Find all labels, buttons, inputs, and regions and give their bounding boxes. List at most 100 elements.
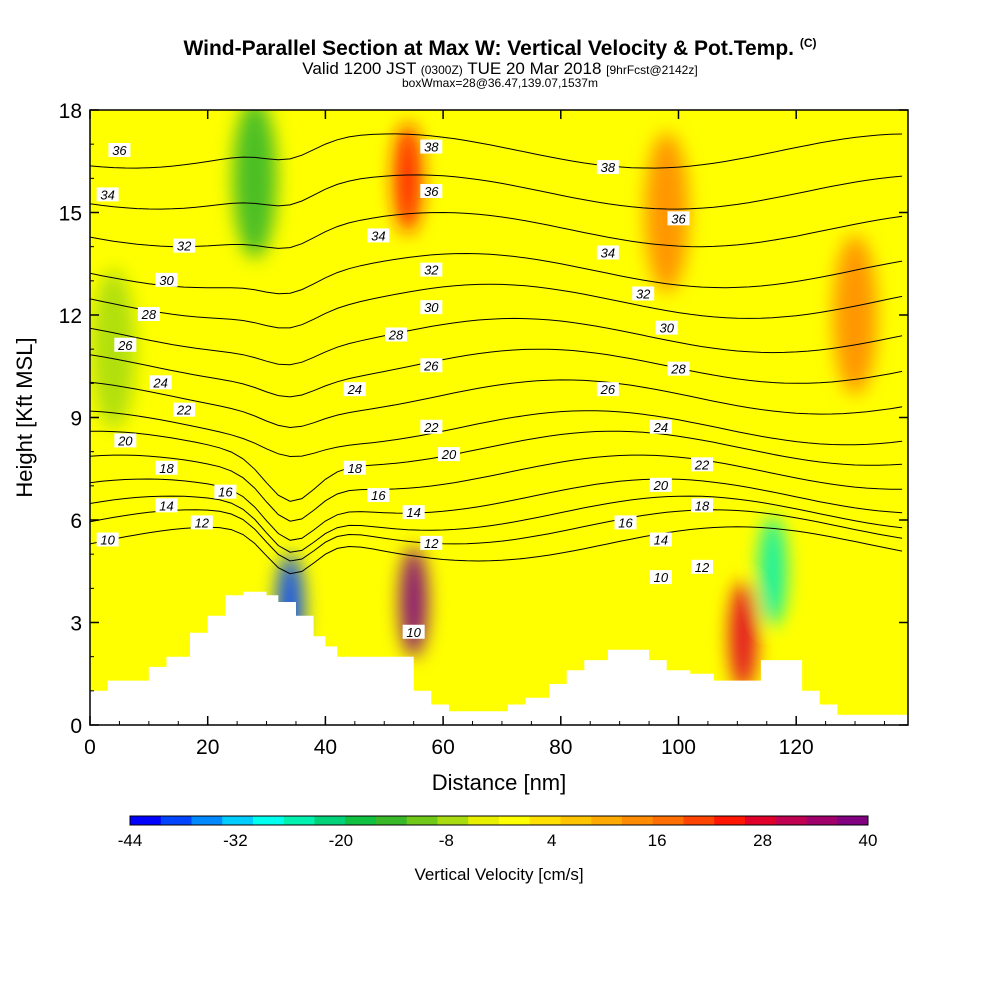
- contour-label-11: 14: [155, 498, 178, 513]
- contour-label-8: 20: [114, 433, 137, 448]
- svg-text:24: 24: [347, 382, 362, 397]
- theta-contour-30: [90, 283, 903, 329]
- theta-contour-24: [90, 379, 903, 429]
- svg-text:36: 36: [671, 211, 686, 226]
- x-tick-label-40: 40: [314, 736, 337, 759]
- svg-text:36: 36: [424, 184, 439, 199]
- colorbar-swatch-18: [683, 816, 715, 825]
- contour-label-16: 34: [367, 228, 390, 243]
- contour-label-33: 30: [655, 320, 678, 336]
- theta-contour-20: [90, 430, 903, 502]
- contour-label-43: 10: [649, 570, 672, 585]
- svg-text:38: 38: [601, 160, 616, 175]
- contour-label-34: 28: [667, 361, 690, 377]
- colorbar-title: Vertical Velocity [cm/s]: [414, 865, 583, 884]
- colorbar-swatch-13: [529, 816, 561, 825]
- x-tick-label-80: 80: [549, 736, 572, 759]
- contour-label-3: 30: [155, 272, 178, 288]
- svg-text:26: 26: [117, 338, 133, 353]
- colorbar-swatch-5: [283, 816, 315, 825]
- colorbar-swatch-4: [253, 816, 285, 825]
- valid-time-utc: (0300Z): [420, 63, 463, 77]
- svg-text:32: 32: [424, 263, 439, 278]
- velocity-feature-7: [644, 132, 689, 293]
- svg-text:10: 10: [406, 625, 421, 640]
- contour-label-13: 10: [96, 532, 119, 548]
- svg-text:16: 16: [218, 485, 233, 500]
- svg-text:18: 18: [159, 461, 174, 476]
- colorbar-tick-40: 40: [859, 831, 878, 850]
- chart-title-main: Wind-Parallel Section at Max W: Vertical…: [183, 37, 794, 60]
- svg-text:36: 36: [112, 143, 127, 158]
- svg-text:22: 22: [423, 420, 439, 435]
- theta-contour-26: [90, 348, 903, 398]
- chart-title: Wind-Parallel Section at Max W: Vertical…: [0, 36, 1000, 61]
- colorbar-tick--32: -32: [223, 831, 248, 850]
- velocity-feature-6: [393, 123, 422, 234]
- contour-label-39: 18: [691, 498, 714, 513]
- contour-label-35: 26: [596, 382, 619, 397]
- contour-label-4: 28: [137, 307, 160, 322]
- y-tick-label-18: 18: [59, 100, 82, 123]
- colorbar-swatch-8: [376, 816, 408, 825]
- y-tick-label-3: 3: [70, 613, 82, 636]
- contour-label-29: 38: [596, 160, 619, 175]
- contour-label-15: 36: [420, 184, 443, 199]
- valid-date: TUE 20 Mar 2018: [467, 59, 602, 78]
- y-axis-label: Height [Kft MSL]: [12, 337, 37, 497]
- colorbar-swatch-2: [191, 816, 223, 825]
- contour-label-38: 20: [649, 477, 672, 493]
- colorbar: -44 -32 -20 -8 4 16 28 40 Vertical Velocity [cm/…: [118, 815, 878, 884]
- velocity-feature-3: [758, 516, 787, 627]
- colorbar-swatch-21: [775, 816, 807, 825]
- contour-label-21: 24: [343, 382, 366, 397]
- svg-text:14: 14: [159, 498, 173, 513]
- contour-label-25: 16: [367, 488, 390, 503]
- contour-label-14: 38: [420, 139, 443, 155]
- contour-label-12: 12: [190, 515, 213, 530]
- svg-text:10: 10: [100, 533, 115, 548]
- terrain: [90, 591, 908, 725]
- chart-subtitle: Valid 1200 JST (0300Z) TUE 20 Mar 2018 […: [0, 59, 1000, 79]
- svg-text:26: 26: [423, 358, 439, 373]
- contour-label-10: 16: [214, 484, 237, 500]
- colorbar-swatch-22: [806, 816, 838, 825]
- theta-contour-34: [90, 211, 903, 249]
- theta-contour-22: [90, 410, 903, 458]
- theta-contour-38: [90, 133, 903, 169]
- y-tick-label-9: 9: [70, 408, 82, 431]
- theta-contour-28: [90, 317, 903, 366]
- contour-label-30: 36: [667, 211, 690, 226]
- contour-label-0: 36: [108, 143, 131, 158]
- theta-contour-36: [90, 174, 903, 210]
- colorbar-tick-28: 28: [753, 831, 772, 850]
- svg-text:28: 28: [388, 328, 404, 343]
- svg-text:32: 32: [636, 287, 651, 302]
- colorbar-swatch-7: [345, 816, 377, 825]
- svg-text:20: 20: [117, 433, 133, 448]
- contour-label-36: 24: [649, 419, 672, 435]
- contour-label-37: 22: [691, 457, 714, 472]
- svg-text:18: 18: [348, 461, 363, 476]
- svg-text:16: 16: [618, 515, 633, 530]
- contour-label-32: 32: [632, 286, 655, 302]
- contour-label-23: 20: [437, 447, 460, 462]
- svg-text:30: 30: [659, 321, 674, 336]
- colorbar-swatch-6: [314, 816, 346, 825]
- contour-label-9: 18: [155, 460, 178, 476]
- colorbar-swatch-10: [437, 816, 469, 825]
- colorbar-tick--8: -8: [439, 831, 454, 850]
- colorbar-tick--44: -44: [118, 831, 143, 850]
- svg-text:32: 32: [177, 239, 192, 254]
- colorbar-frame: [129, 815, 869, 826]
- velocity-field: [91, 110, 878, 692]
- colorbar-swatch-19: [714, 816, 746, 825]
- velocity-feature-1: [729, 581, 758, 692]
- svg-text:26: 26: [600, 382, 616, 397]
- contour-label-17: 32: [420, 262, 443, 278]
- velocity-feature-0: [399, 547, 428, 657]
- y-tick-label-6: 6: [70, 510, 82, 533]
- svg-text:22: 22: [694, 457, 710, 472]
- contour-label-6: 24: [149, 375, 172, 390]
